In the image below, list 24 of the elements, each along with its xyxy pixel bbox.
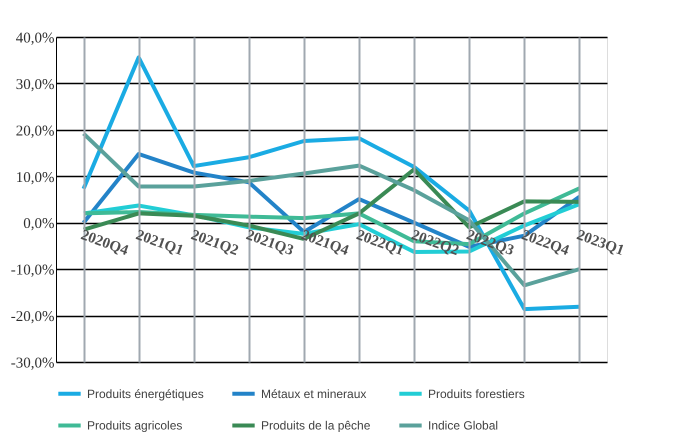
legend-label: Produits forestiers bbox=[428, 386, 525, 401]
x-tick-label: 2021Q3 bbox=[244, 227, 296, 260]
y-tick-label: 30,0% bbox=[16, 76, 54, 93]
x-tick-label: 2022Q2 bbox=[409, 227, 461, 260]
x-tick-label: 2021Q1 bbox=[134, 227, 186, 260]
y-tick-label: -30,0% bbox=[10, 356, 54, 372]
x-tick-label: 2021Q2 bbox=[188, 227, 240, 260]
x-tick-label: 2022Q4 bbox=[519, 227, 572, 260]
legend-label: Métaux et mineraux bbox=[261, 386, 366, 401]
x-tick-label: 2022Q3 bbox=[464, 227, 516, 260]
x-tick-label: 2022Q1 bbox=[354, 227, 406, 260]
legend-label: Indice Global bbox=[428, 418, 498, 432]
y-tick-label: 20,0% bbox=[16, 123, 54, 140]
y-tick-label: 10,0% bbox=[16, 170, 54, 186]
x-tick-label: 2020Q4 bbox=[78, 227, 131, 260]
x-tick-label: 2023Q1 bbox=[574, 227, 626, 260]
legend-label: Produits agricoles bbox=[87, 418, 182, 432]
y-tick-label: -20,0% bbox=[10, 309, 54, 326]
y-tick-label: 40,0% bbox=[16, 30, 54, 46]
legend-label: Produits énergétiques bbox=[87, 386, 204, 401]
y-tick-label: -10,0% bbox=[10, 262, 54, 279]
x-tick-label: 2021Q4 bbox=[298, 227, 352, 260]
legend-label: Produits de la pêche bbox=[261, 418, 371, 432]
y-tick-label: 0,0% bbox=[23, 216, 54, 232]
